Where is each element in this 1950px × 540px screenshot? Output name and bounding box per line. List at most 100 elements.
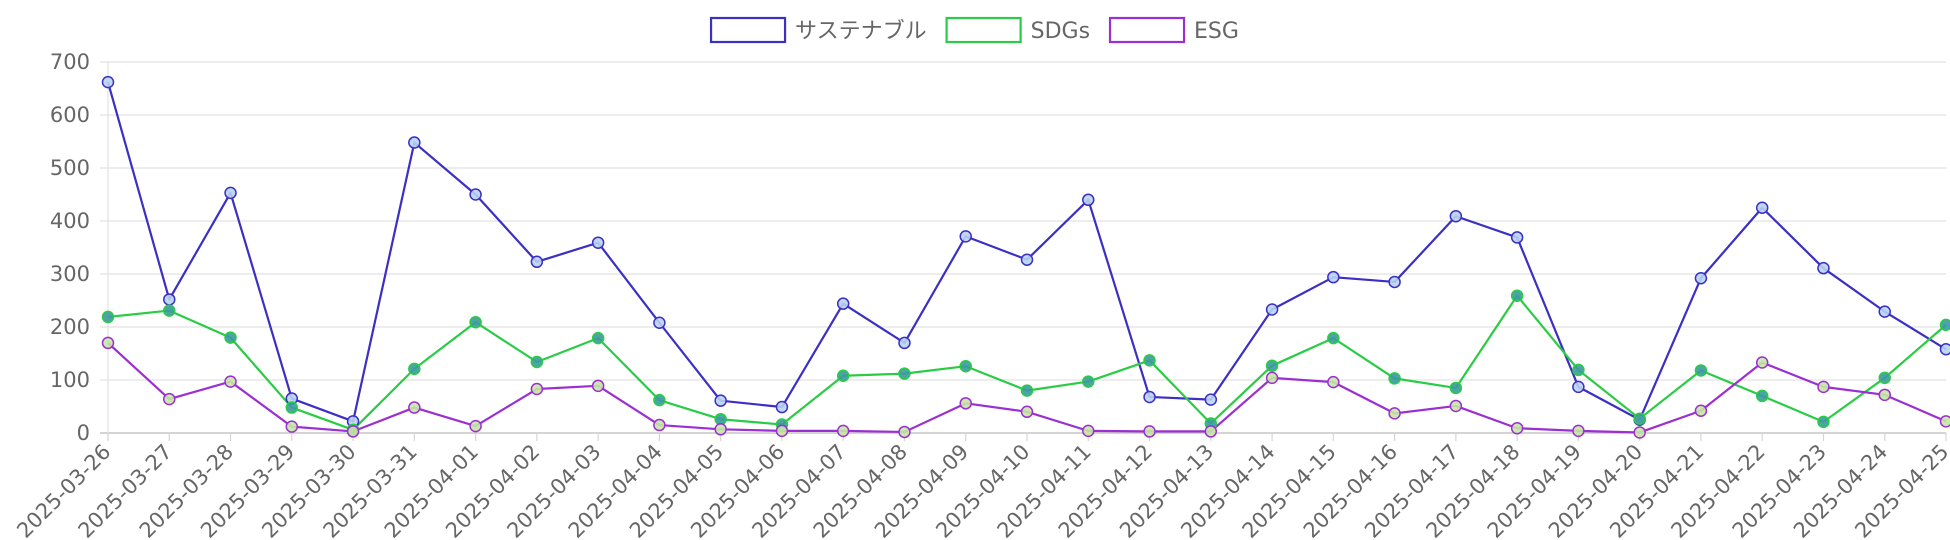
- data-point[interactable]: [224, 331, 237, 344]
- data-point[interactable]: [1878, 305, 1891, 318]
- data-point[interactable]: [714, 423, 727, 436]
- data-point[interactable]: [1449, 399, 1463, 413]
- data-point[interactable]: [1510, 231, 1524, 244]
- data-point[interactable]: [1694, 364, 1708, 377]
- data-point[interactable]: [1694, 271, 1708, 285]
- data-point[interactable]: [898, 425, 911, 439]
- data-point[interactable]: [1755, 389, 1769, 403]
- data-point[interactable]: [1755, 356, 1769, 369]
- data-point[interactable]: [836, 369, 850, 383]
- data-point[interactable]: [653, 316, 666, 330]
- data-point[interactable]: [163, 392, 176, 406]
- data-point[interactable]: [591, 331, 605, 345]
- data-point[interactable]: [1082, 424, 1095, 438]
- data-point[interactable]: [469, 315, 482, 329]
- data-point[interactable]: [1327, 331, 1340, 345]
- data-point[interactable]: [1327, 375, 1340, 389]
- data-point[interactable]: [224, 375, 237, 388]
- data-point[interactable]: [1878, 371, 1891, 385]
- data-point[interactable]: [836, 297, 850, 310]
- data-point[interactable]: [530, 255, 544, 269]
- data-point[interactable]: [1817, 415, 1830, 429]
- y-tick-label: 400: [50, 209, 90, 233]
- data-point[interactable]: [1265, 371, 1279, 385]
- y-tick-label: 200: [50, 315, 90, 339]
- data-point[interactable]: [101, 336, 115, 350]
- data-point[interactable]: [1572, 424, 1585, 438]
- data-point[interactable]: [346, 425, 360, 438]
- data-point[interactable]: [1878, 388, 1891, 402]
- data-point[interactable]: [163, 293, 176, 306]
- data-point[interactable]: [408, 362, 421, 376]
- legend-item[interactable]: ESG: [1108, 16, 1239, 44]
- data-point[interactable]: [775, 424, 789, 438]
- data-point[interactable]: [469, 188, 482, 201]
- data-point[interactable]: [1449, 209, 1463, 223]
- data-point[interactable]: [285, 401, 299, 414]
- data-point[interactable]: [1572, 380, 1585, 394]
- data-point[interactable]: [959, 359, 972, 373]
- data-point[interactable]: [1143, 425, 1156, 438]
- data-point[interactable]: [469, 419, 482, 433]
- data-point[interactable]: [836, 424, 850, 438]
- data-point[interactable]: [653, 393, 666, 407]
- data-point[interactable]: [1327, 270, 1340, 284]
- data-point[interactable]: [101, 75, 115, 89]
- data-point[interactable]: [1388, 275, 1401, 289]
- grid: [100, 61, 1946, 441]
- data-point[interactable]: [1143, 354, 1156, 367]
- y-tick-label: 300: [50, 262, 90, 286]
- legend[interactable]: サステナブル SDGs ESG: [709, 16, 1239, 44]
- data-point[interactable]: [530, 382, 544, 396]
- y-tick-label: 700: [50, 50, 90, 74]
- data-point[interactable]: [1939, 415, 1950, 428]
- data-point[interactable]: [959, 230, 972, 243]
- data-point[interactable]: [101, 310, 115, 324]
- data-point[interactable]: [1020, 384, 1034, 397]
- data-point[interactable]: [653, 418, 666, 432]
- legend-item[interactable]: SDGs: [945, 16, 1090, 44]
- data-point[interactable]: [1694, 404, 1708, 417]
- data-point[interactable]: [1265, 359, 1279, 372]
- data-point[interactable]: [591, 379, 605, 393]
- data-point[interactable]: [1204, 425, 1218, 438]
- data-point[interactable]: [1143, 390, 1156, 404]
- data-point[interactable]: [224, 186, 237, 200]
- data-point[interactable]: [714, 394, 727, 407]
- data-point[interactable]: [898, 367, 911, 380]
- data-point[interactable]: [898, 336, 911, 350]
- data-point[interactable]: [1204, 393, 1218, 406]
- data-point[interactable]: [1265, 303, 1279, 316]
- data-point[interactable]: [1510, 289, 1524, 302]
- data-point[interactable]: [1817, 261, 1830, 275]
- data-point[interactable]: [1755, 201, 1769, 214]
- legend-label: ESG: [1194, 19, 1239, 44]
- data-point[interactable]: [775, 400, 789, 414]
- data-point[interactable]: [1020, 253, 1034, 266]
- data-point[interactable]: [1633, 412, 1646, 425]
- data-point[interactable]: [1510, 421, 1524, 435]
- data-point[interactable]: [408, 401, 421, 414]
- data-point[interactable]: [1572, 363, 1585, 377]
- data-point[interactable]: [1388, 407, 1401, 420]
- data-point[interactable]: [1449, 381, 1463, 395]
- y-tick-label: 600: [50, 103, 90, 127]
- legend-item[interactable]: サステナブル: [709, 16, 927, 44]
- data-point[interactable]: [1633, 426, 1646, 439]
- legend-label: SDGs: [1031, 19, 1090, 44]
- data-point[interactable]: [1082, 375, 1095, 388]
- data-point[interactable]: [1020, 405, 1034, 419]
- y-tick-label: 100: [50, 368, 90, 392]
- data-point[interactable]: [408, 136, 421, 149]
- data-point[interactable]: [530, 355, 544, 369]
- data-point[interactable]: [1939, 318, 1950, 332]
- data-point[interactable]: [1388, 372, 1401, 385]
- data-point[interactable]: [591, 236, 605, 249]
- data-point[interactable]: [1082, 193, 1095, 207]
- data-point[interactable]: [163, 304, 176, 317]
- data-point[interactable]: [1939, 343, 1950, 356]
- data-point[interactable]: [959, 397, 972, 410]
- data-point[interactable]: [285, 420, 299, 433]
- data-point[interactable]: [1817, 380, 1830, 394]
